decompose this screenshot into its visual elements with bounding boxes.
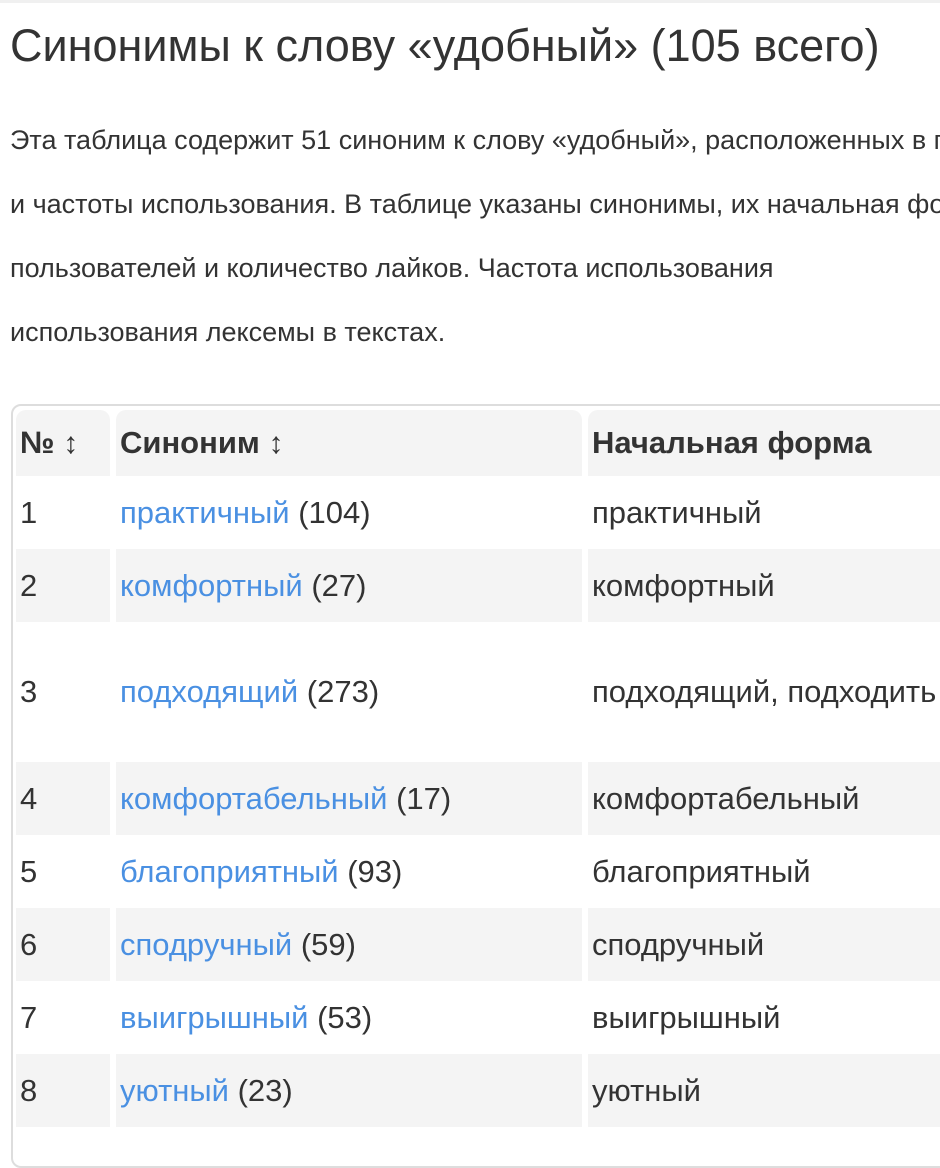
synonym-count: (53) [317, 999, 373, 1035]
table-row: 3 подходящий (273) подходящий, подходить [16, 622, 940, 762]
synonym-cell: комфортабельный (17) [116, 762, 582, 835]
base-form-cell: комфортабельный [588, 762, 940, 835]
header-num-label: № [20, 425, 55, 460]
synonym-link[interactable]: практичный [120, 494, 290, 530]
table-row: 2 комфортный (27) комфортный [16, 549, 940, 622]
base-form-cell: выигрышный [592, 999, 781, 1035]
table-row: 6 сподручный (59) сподручный [16, 908, 940, 981]
row-number: 6 [16, 908, 110, 981]
table-row: 7 выигрышный (53) выигрышный [16, 981, 940, 1054]
intro-line: Эта таблица содержит 51 синоним к слову … [10, 125, 940, 155]
base-form-cell: практичный [592, 494, 762, 530]
synonym-count: (104) [298, 494, 371, 530]
row-number: 7 [20, 999, 38, 1035]
header-num[interactable]: № ↕ [16, 410, 110, 476]
table-row: 8 уютный (23) уютный [16, 1054, 940, 1127]
top-divider [0, 0, 940, 3]
row-number: 8 [16, 1054, 110, 1127]
synonyms-table-container: № ↕ Синоним ↕ Начальная форма 1 практичн… [11, 404, 940, 1168]
synonym-cell: подходящий (273) [116, 622, 582, 762]
synonym-cell: уютный (23) [116, 1054, 582, 1127]
sort-icon[interactable]: ↕ [63, 427, 79, 460]
synonym-count: (273) [306, 674, 380, 709]
header-synonym-label: Синоним [120, 425, 260, 460]
intro-paragraph: Эта таблица содержит 51 синоним к слову … [10, 108, 940, 364]
header-synonym[interactable]: Синоним ↕ [116, 410, 582, 476]
synonym-link[interactable]: благоприятный [120, 853, 339, 889]
synonym-link[interactable]: подходящий [120, 674, 299, 709]
synonym-count: (27) [311, 567, 367, 603]
synonym-link[interactable]: сподручный [120, 926, 293, 962]
intro-line: и частоты использования. В таблице указа… [10, 189, 940, 219]
synonym-link[interactable]: комфортабельный [120, 780, 388, 816]
header-base-label: Начальная форма [592, 425, 872, 460]
synonym-count: (93) [347, 853, 403, 889]
row-number: 4 [16, 762, 110, 835]
base-form-cell: подходящий, подходить [592, 674, 937, 709]
synonym-link[interactable]: уютный [120, 1072, 229, 1108]
table-row: 5 благоприятный (93) благоприятный [16, 835, 940, 908]
row-number: 3 [20, 674, 38, 709]
base-form-cell: комфортный [588, 549, 940, 622]
base-form-cell: уютный [588, 1054, 940, 1127]
intro-line: пользователей и количество лайков. Часто… [10, 253, 774, 283]
row-number: 5 [20, 853, 38, 889]
synonym-cell: комфортный (27) [116, 549, 582, 622]
base-form-cell: сподручный [588, 908, 940, 981]
base-form-cell: благоприятный [592, 853, 811, 889]
synonym-cell: практичный (104) [116, 476, 582, 549]
synonym-link[interactable]: комфортный [120, 567, 303, 603]
synonym-count: (17) [396, 780, 452, 816]
synonyms-table: № ↕ Синоним ↕ Начальная форма 1 практичн… [10, 410, 940, 1127]
synonym-count: (59) [300, 926, 356, 962]
header-base-form: Начальная форма [588, 410, 940, 476]
synonym-link[interactable]: выигрышный [120, 999, 309, 1035]
sort-icon[interactable]: ↕ [268, 427, 284, 460]
synonym-cell: выигрышный (53) [116, 981, 582, 1054]
table-row: 4 комфортабельный (17) комфортабельный [16, 762, 940, 835]
table-header-row: № ↕ Синоним ↕ Начальная форма [16, 410, 940, 476]
intro-line: использования лексемы в текстах. [10, 317, 446, 347]
synonym-cell: сподручный (59) [116, 908, 582, 981]
synonym-count: (23) [237, 1072, 293, 1108]
row-number: 1 [20, 494, 38, 530]
synonym-cell: благоприятный (93) [116, 835, 582, 908]
row-number: 2 [16, 549, 110, 622]
table-row: 1 практичный (104) практичный [16, 476, 940, 549]
page-title: Синонимы к слову «удобный» (105 всего) [10, 20, 880, 71]
